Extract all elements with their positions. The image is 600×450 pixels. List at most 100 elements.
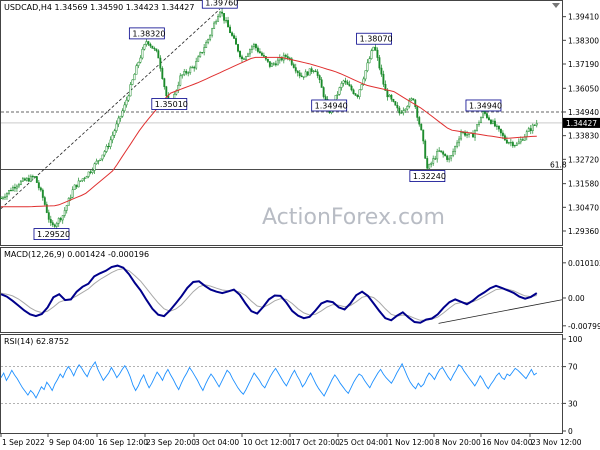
- candle-body: [380, 67, 383, 75]
- candle-body: [272, 63, 275, 65]
- candle-body: [442, 151, 445, 155]
- rsi-axis-label: 30: [568, 399, 578, 408]
- candle-body: [95, 160, 98, 165]
- candle-body: [137, 62, 140, 66]
- candle-body: [109, 139, 112, 147]
- candle-body: [13, 186, 16, 189]
- candle-body: [392, 98, 395, 102]
- macd-axis-label: 0.00: [568, 294, 585, 303]
- candle-body: [121, 110, 124, 117]
- candle-body: [302, 76, 305, 78]
- candle-body: [221, 11, 224, 14]
- candle-body: [179, 75, 182, 86]
- candle-body: [336, 94, 339, 96]
- candle-body: [344, 80, 347, 83]
- candle-body: [147, 41, 150, 45]
- candle-body: [0, 197, 2, 199]
- price-tag-label: 1.32240: [413, 172, 446, 181]
- price-tag-box: [128, 27, 165, 40]
- candle-body: [440, 150, 443, 153]
- candle-body: [258, 51, 261, 54]
- candle-body: [69, 197, 72, 199]
- candle-body: [101, 154, 104, 160]
- candle-body: [296, 70, 299, 74]
- candle-body: [75, 184, 78, 188]
- candle-body: [53, 224, 56, 227]
- candle-body: [243, 58, 245, 60]
- candle-body: [55, 223, 58, 227]
- macd-axis-label: 0.010103: [568, 259, 600, 268]
- candle-body: [312, 70, 315, 72]
- candle-body: [525, 131, 528, 137]
- candle-body: [2, 197, 4, 199]
- candle-body: [460, 132, 463, 140]
- candle-body: [87, 171, 90, 177]
- candle-body: [378, 57, 381, 69]
- candle-body: [340, 83, 343, 88]
- candle-body: [432, 158, 435, 164]
- candle-body: [71, 189, 74, 198]
- candle-body: [89, 171, 92, 173]
- time-axis-label: 16 Nov 04:00: [482, 438, 533, 447]
- candle-body: [225, 20, 228, 22]
- candle-body: [161, 68, 164, 79]
- candle-body: [111, 135, 114, 141]
- candle-body: [476, 124, 478, 131]
- rsi-axis-label: 70: [568, 363, 578, 372]
- candle-body: [231, 32, 233, 36]
- candle-body: [241, 56, 243, 60]
- price-tag-box: [201, 0, 238, 9]
- candle-body: [286, 56, 289, 59]
- candle-body: [374, 46, 377, 51]
- fib-level-label: 61.8: [550, 161, 567, 170]
- candle-body: [396, 104, 399, 109]
- candle-body: [404, 108, 407, 111]
- candle-body: [448, 157, 451, 160]
- candle-body: [382, 73, 385, 85]
- candle-body: [501, 132, 504, 136]
- candle-body: [422, 129, 425, 142]
- candle-body: [145, 41, 148, 45]
- candle-body: [43, 197, 46, 205]
- time-axis-label: 16 Sep 12:00: [98, 438, 148, 447]
- rsi-series: [0, 361, 562, 404]
- candle-body: [268, 61, 271, 67]
- candle-body: [227, 20, 229, 28]
- candle-body: [434, 158, 437, 160]
- chart-shift-marker-icon: [552, 3, 560, 8]
- rsi-panel-frame: [0, 334, 563, 434]
- candle-body: [260, 52, 263, 56]
- candle-body: [163, 78, 166, 88]
- candle-body: [115, 123, 118, 131]
- candle-body: [247, 53, 249, 57]
- candle-body: [430, 162, 433, 165]
- candle-body: [6, 193, 8, 198]
- candle-body: [298, 72, 301, 77]
- candle-body: [376, 49, 379, 58]
- candle-body: [499, 128, 502, 134]
- candle-body: [324, 96, 327, 100]
- candle-body: [276, 59, 279, 66]
- candle-body: [360, 84, 363, 90]
- candle-body: [420, 123, 423, 131]
- candle-body: [165, 86, 168, 97]
- candle-body: [127, 95, 130, 101]
- candle-body: [322, 87, 325, 97]
- time-axis-label: 9 Sep 04:00: [49, 438, 95, 447]
- candle-body: [29, 175, 32, 182]
- candle-body: [205, 42, 208, 48]
- candle-body: [185, 71, 188, 74]
- candle-body: [346, 81, 349, 85]
- candle-body: [480, 117, 482, 124]
- candle-body: [117, 117, 120, 125]
- price-axis: 1.39410 1.38300 1.37190 1.36050 1.34940 1.338…: [562, 13, 600, 236]
- candle-body: [342, 80, 345, 84]
- candle-body: [519, 139, 522, 143]
- candle-body: [358, 89, 361, 97]
- candle-body: [149, 43, 152, 47]
- candle-body: [77, 180, 80, 188]
- candle-body: [517, 141, 520, 145]
- candle-body: [398, 107, 401, 114]
- candle-body: [233, 35, 235, 39]
